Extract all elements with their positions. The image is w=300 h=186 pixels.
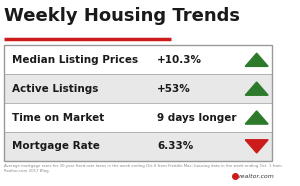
Text: Time on Market: Time on Market [12, 113, 105, 123]
Bar [4, 45, 272, 161]
Polygon shape [245, 53, 268, 66]
Text: 6.33%: 6.33% [157, 141, 193, 151]
Polygon shape [245, 82, 268, 95]
Text: +53%: +53% [157, 84, 191, 94]
Bar [4, 74, 272, 103]
Text: Mortgage Rate: Mortgage Rate [12, 141, 100, 151]
Text: Median Listing Prices: Median Listing Prices [12, 55, 138, 65]
Polygon shape [245, 111, 268, 124]
Text: realtor.com: realtor.com [239, 174, 275, 179]
Polygon shape [245, 140, 268, 153]
Bar [4, 45, 272, 74]
Text: Weekly Housing Trends: Weekly Housing Trends [4, 7, 240, 25]
Bar [4, 132, 272, 161]
Text: +10.3%: +10.3% [157, 55, 202, 65]
Text: Average mortgage rates for 30-year fixed-rate loans in the week ending Oct 6 fro: Average mortgage rates for 30-year fixed… [4, 164, 282, 173]
Text: 9 days longer: 9 days longer [157, 113, 236, 123]
Bar [4, 103, 272, 132]
Text: Active Listings: Active Listings [12, 84, 99, 94]
